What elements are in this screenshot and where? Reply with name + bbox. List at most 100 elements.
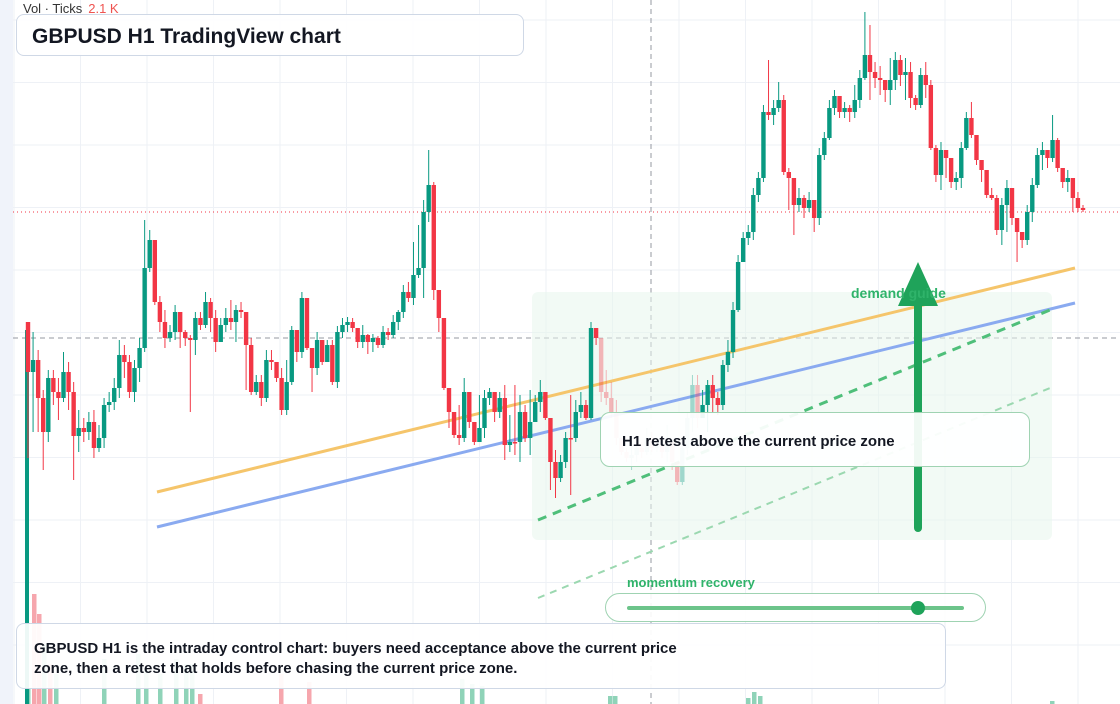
candlestick — [390, 315, 396, 338]
candle-body — [766, 112, 771, 115]
candle-body — [1014, 218, 1020, 232]
candlestick — [700, 390, 705, 418]
candle-body — [908, 72, 913, 98]
candle-body — [365, 335, 371, 342]
candlestick — [1019, 232, 1025, 248]
candlestick — [142, 220, 147, 352]
candlestick — [527, 390, 533, 455]
candle-body — [1060, 168, 1065, 182]
candle-body — [106, 402, 112, 405]
candle-body — [66, 372, 71, 392]
candle-body — [877, 78, 883, 80]
summary-box: GBPUSD H1 is the intraday control chart:… — [16, 623, 946, 689]
candlestick — [796, 188, 802, 212]
candlestick — [817, 148, 822, 225]
candlestick — [451, 412, 457, 438]
candlestick — [259, 375, 264, 406]
candlestick — [781, 95, 786, 175]
candle-body — [604, 392, 609, 398]
candle-body — [568, 438, 573, 440]
candle-body — [578, 405, 584, 412]
candlestick — [279, 368, 284, 415]
candlestick — [355, 328, 360, 348]
momentum-label: momentum recovery — [627, 575, 756, 590]
candle-body — [832, 96, 837, 108]
candlestick — [969, 102, 974, 138]
candlestick — [127, 355, 132, 398]
volume-legend-value: 2.1 K — [88, 1, 119, 16]
candlestick — [776, 82, 781, 112]
volume-bar — [198, 694, 203, 704]
candlestick — [96, 425, 102, 452]
candle-body — [431, 185, 436, 290]
volume-bar — [54, 674, 59, 704]
candlestick — [822, 132, 827, 160]
candlestick — [1004, 180, 1010, 232]
candle-body — [959, 148, 964, 178]
candle-body — [994, 198, 999, 230]
candle-body — [1065, 178, 1070, 182]
candle-body — [964, 118, 969, 148]
candlestick — [948, 158, 954, 188]
candlestick — [132, 360, 137, 402]
candlestick — [1040, 142, 1045, 170]
candle-body — [355, 328, 360, 342]
candlestick — [122, 345, 127, 378]
candle-body — [543, 392, 548, 418]
candlestick — [953, 172, 959, 190]
candlestick — [756, 172, 761, 202]
candle-body — [933, 148, 939, 175]
candlestick — [330, 340, 335, 385]
candlestick — [675, 462, 680, 485]
momentum-knob[interactable] — [911, 601, 925, 615]
candlestick — [918, 68, 923, 108]
candle-body — [198, 318, 203, 325]
candle-body — [46, 378, 51, 432]
candlestick — [771, 100, 776, 125]
candle-body — [30, 360, 36, 372]
candlestick — [117, 340, 122, 398]
momentum-slider[interactable] — [605, 593, 986, 622]
candlestick — [51, 370, 56, 405]
candle-body — [923, 75, 928, 85]
candle-body — [710, 385, 715, 398]
candle-body — [304, 298, 310, 348]
retest-callout-text: H1 retest above the current price zone — [622, 433, 895, 450]
momentum-track — [627, 606, 964, 610]
candle-body — [1025, 212, 1030, 240]
candlestick — [751, 188, 756, 240]
candlestick — [66, 362, 71, 410]
candlestick — [543, 392, 548, 420]
candlestick — [177, 312, 183, 348]
candle-body — [380, 332, 386, 345]
candle-body — [822, 138, 827, 155]
summary-text: GBPUSD H1 is the intraday control chart:… — [34, 640, 677, 677]
candle-body — [751, 195, 756, 232]
candle-body — [274, 362, 279, 378]
candlestick — [842, 102, 847, 118]
candlestick — [472, 422, 477, 445]
candlestick — [994, 195, 999, 235]
candle-body — [928, 85, 934, 148]
candle-body — [416, 268, 421, 275]
candle-body — [350, 322, 355, 328]
candlestick — [456, 405, 462, 445]
candle-body — [700, 405, 705, 418]
candle-body — [254, 382, 259, 392]
candlestick — [223, 308, 229, 332]
candlestick — [1070, 178, 1076, 212]
candlestick — [233, 305, 239, 342]
candlestick — [730, 302, 736, 358]
candle-body — [456, 435, 462, 438]
volume-bar — [25, 330, 29, 704]
candle-body — [969, 118, 974, 135]
candle-body — [817, 155, 822, 218]
candlestick — [193, 312, 198, 355]
candle-body — [228, 318, 234, 322]
candle-body — [112, 388, 117, 402]
candle-body — [593, 328, 599, 338]
candle-body — [370, 338, 376, 342]
candle-body — [314, 340, 320, 368]
candlestick — [172, 305, 178, 340]
candlestick — [370, 334, 376, 352]
